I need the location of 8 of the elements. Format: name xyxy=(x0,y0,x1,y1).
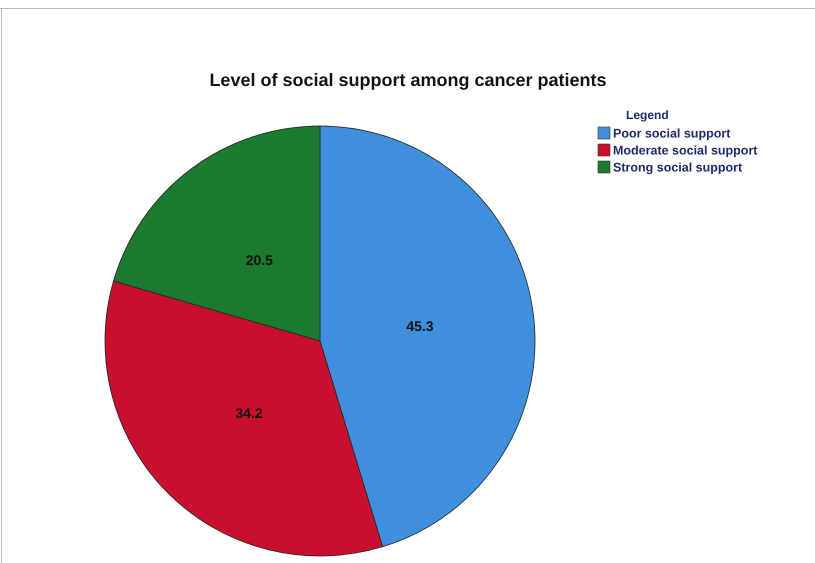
legend-label: Strong social support xyxy=(613,160,744,174)
data-label: 45.3 xyxy=(406,318,434,334)
legend-label: Poor social support xyxy=(613,126,732,140)
legend-title: Legend xyxy=(626,108,669,122)
data-label: 20.5 xyxy=(246,252,274,268)
data-label: 34.2 xyxy=(235,404,263,421)
legend-label: Moderate social support xyxy=(613,143,758,158)
chart-title: Level of social support among cancer patients xyxy=(209,70,607,90)
